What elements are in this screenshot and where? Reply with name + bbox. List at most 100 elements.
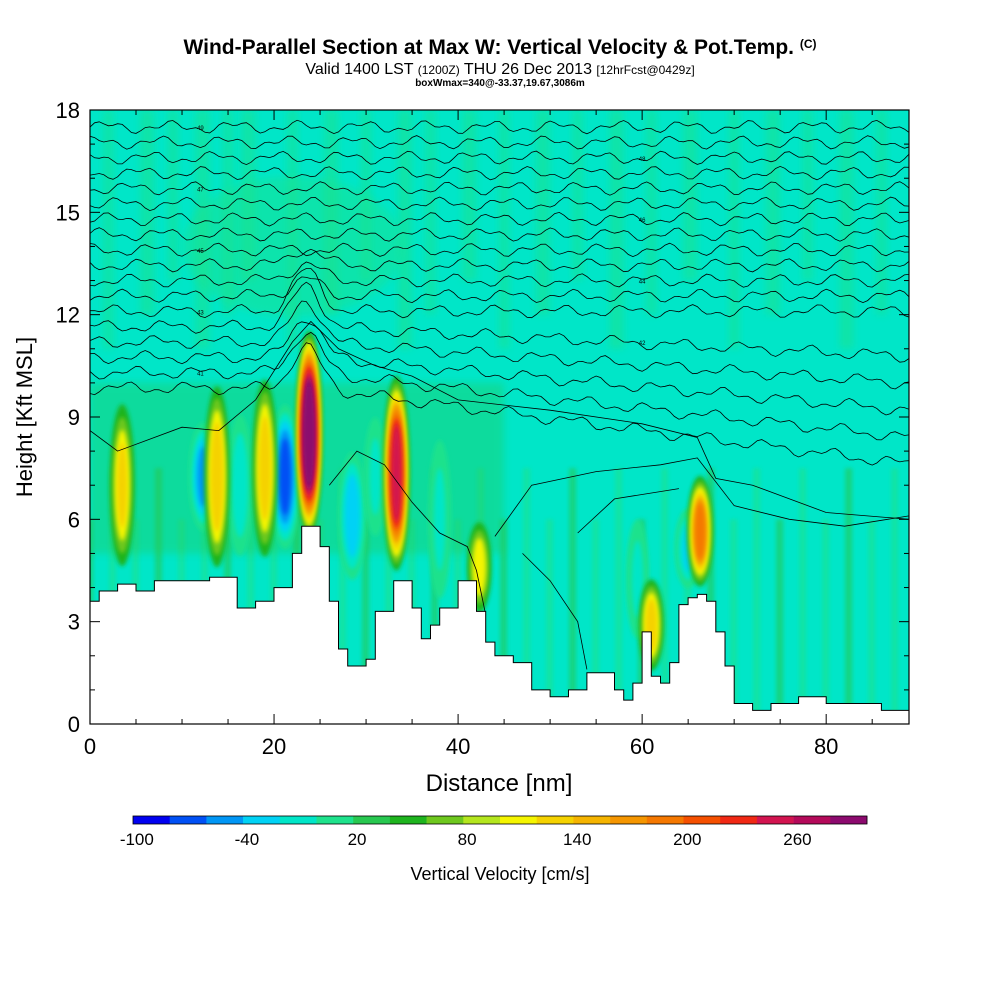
downdraft-level (369, 438, 381, 516)
downdraft-level (279, 438, 291, 516)
low-level-band (431, 468, 439, 724)
low-level-band (592, 519, 600, 724)
colorbar-swatch (206, 816, 244, 824)
streak (765, 110, 780, 315)
low-level-band (615, 468, 623, 724)
streak (535, 110, 550, 315)
colorbar-tick-label: 260 (783, 830, 811, 849)
downdraft-level (231, 433, 249, 538)
x-tick-label: 80 (814, 734, 838, 759)
theta-contour (90, 342, 909, 466)
contour-label: 48 (639, 157, 646, 163)
upper-green-zone (182, 176, 403, 317)
theta-contour (90, 242, 909, 258)
contour-label: 45 (197, 249, 204, 255)
theta-contour (90, 320, 909, 520)
low-level-band (776, 519, 784, 724)
colorbar-swatch (316, 816, 354, 824)
low-level-band (362, 519, 370, 724)
low-level-band (822, 519, 830, 724)
low-level-band (339, 468, 347, 724)
axes: 0 20 40 60 80 0 3 6 9 12 15 18 (56, 98, 909, 759)
low-level-band (799, 468, 807, 724)
colorbar-swatch (756, 816, 794, 824)
low-level-band (730, 519, 738, 724)
theta-contour (90, 276, 909, 304)
colorbar-swatch (463, 816, 501, 824)
valid-date: THU 26 Dec 2013 (463, 61, 592, 78)
theta-contour (90, 165, 909, 181)
colorbar-swatch (830, 816, 868, 824)
y-tick-label: 12 (56, 303, 80, 328)
streak (802, 110, 813, 281)
streak (499, 110, 510, 349)
box-wmax-info: boxWmax=340@-33.37,19.67,3086m (415, 78, 585, 89)
theta-contour (90, 150, 909, 166)
x-tick-label: 60 (630, 734, 654, 759)
theta-contour (90, 119, 909, 135)
colorbar: -100 -40 20 80 140 200 260 (120, 815, 868, 849)
theta-contour (90, 261, 909, 288)
forecast-info: [12hrFcst@0429z] (596, 63, 695, 77)
y-tick-label: 15 (56, 200, 80, 225)
low-level-band (868, 519, 876, 724)
terrain (90, 525, 909, 724)
contour-label: 46 (639, 218, 646, 224)
theta-contour (90, 181, 909, 196)
low-level-band (845, 468, 853, 724)
colorbar-tick-label: 200 (673, 830, 701, 849)
y-axis-label: Height [Kft MSL] (12, 337, 37, 497)
contour-label: 41 (197, 372, 204, 378)
contour-label: 42 (639, 341, 646, 347)
y-tick-label: 6 (68, 507, 80, 532)
contour-label: 44 (639, 280, 646, 286)
streak (839, 110, 854, 349)
theta-contour (90, 331, 909, 441)
colorbar-tick-label: 140 (563, 830, 591, 849)
colorbar-swatch (683, 816, 721, 824)
streak (609, 110, 624, 349)
colorbar-swatch (720, 816, 758, 824)
colorbar-swatch (426, 816, 464, 824)
downdraft-level (631, 540, 644, 618)
low-level-band (247, 468, 255, 724)
streak (103, 110, 114, 349)
colorbar-swatch (573, 816, 611, 824)
colorbar-swatch (793, 816, 831, 824)
theta-contour (90, 300, 909, 390)
updraft-level (391, 424, 402, 522)
plot-area: 49 48 47 46 45 44 43 42 41 (90, 110, 909, 724)
low-level-band (661, 468, 669, 724)
theta-contour (328, 450, 487, 615)
upper-streaks (103, 110, 887, 349)
contour-label: 47 (197, 187, 204, 193)
theta-contour (90, 281, 909, 363)
low-level-band (385, 468, 393, 724)
x-tick-label: 40 (446, 734, 470, 759)
colorbar-swatch (243, 816, 281, 824)
theta-contour (494, 457, 909, 537)
colorbar-swatch (353, 816, 391, 824)
contour-label: 43 (197, 310, 204, 316)
colorbar-swatch (536, 816, 574, 824)
y-tick-label: 0 (68, 712, 80, 737)
streak (729, 110, 740, 349)
colorbar-swatch (169, 816, 207, 824)
updraft-level (210, 421, 224, 532)
downdraft-level (344, 474, 360, 558)
low-level-band (500, 519, 508, 724)
streak (167, 110, 178, 281)
theta-contour (90, 268, 909, 319)
colorbar-label: Vertical Velocity [cm/s] (410, 864, 589, 884)
colorbar-swatch (646, 816, 684, 824)
colorbar-swatch (133, 816, 170, 824)
colorbar-swatch (389, 816, 427, 824)
colorbar-tick-label: 20 (348, 830, 367, 849)
x-tick-label: 0 (84, 734, 96, 759)
low-level-band (707, 468, 715, 724)
colorbar-tick-label: -100 (120, 830, 154, 849)
streak (462, 110, 477, 281)
colorbar-swatch (279, 816, 317, 824)
updraft-level (304, 382, 314, 486)
y-tick-label: 9 (68, 405, 80, 430)
